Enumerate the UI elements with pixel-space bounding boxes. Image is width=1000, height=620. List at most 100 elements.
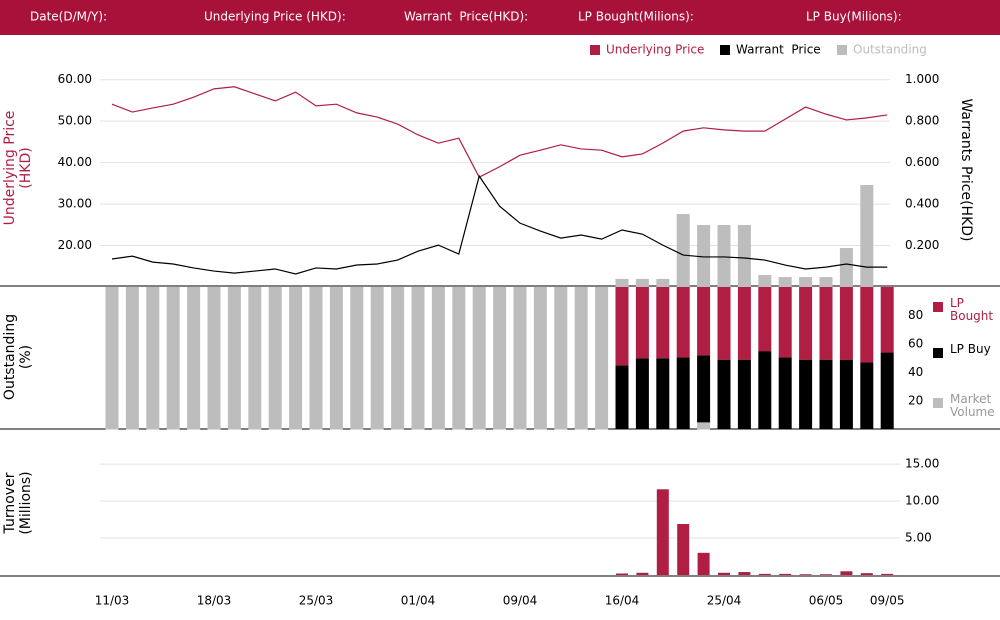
stack-segment — [737, 287, 751, 360]
outstanding-bar — [758, 274, 772, 287]
legend-swatch — [837, 45, 847, 55]
x-tick-label: 06/05 — [809, 594, 844, 608]
x-tick-label: 11/03 — [95, 594, 130, 608]
outstanding-bar — [717, 225, 731, 287]
stack-segment — [350, 287, 364, 430]
stack-segment — [493, 287, 507, 430]
y-tick-label: 40 — [908, 365, 923, 379]
stack-segment — [839, 287, 853, 360]
stack-segment — [697, 355, 711, 423]
legend-swatch — [933, 302, 943, 312]
legend-swatch — [933, 398, 943, 408]
header-field: Warrant Price(HKD): — [404, 10, 528, 24]
y2-tick-label: 0.800 — [905, 114, 939, 128]
outstanding-bar — [697, 225, 711, 287]
bar — [616, 573, 628, 575]
stack-segment — [207, 287, 221, 430]
y-tick-label: 20 — [908, 394, 923, 408]
stack-segment — [819, 287, 833, 360]
legend-label: LP Bought — [950, 296, 994, 323]
y-tick-label: 15.00 — [905, 457, 939, 471]
stack-segment — [839, 359, 853, 430]
stack-segment — [656, 358, 670, 430]
y-tick-label: 20.00 — [58, 238, 92, 252]
outstanding-bar — [615, 278, 629, 287]
stack-segment — [758, 287, 772, 352]
bar — [718, 572, 730, 575]
header-field: LP Bought(Milions): — [578, 10, 694, 24]
stack-segment — [187, 287, 201, 430]
y-tick-label: 50.00 — [58, 114, 92, 128]
stack-segment — [799, 359, 813, 430]
outstanding-bar — [819, 277, 833, 287]
stack-segment — [105, 287, 119, 430]
stack-segment — [309, 287, 323, 430]
stack-segment — [758, 351, 772, 430]
outstanding-bar — [799, 277, 813, 287]
stack-segment — [697, 287, 711, 356]
stack-segment — [717, 287, 731, 360]
stack-segment — [819, 359, 833, 430]
y2-tick-label: 0.400 — [905, 197, 939, 211]
stack-segment — [635, 287, 649, 359]
x-tick-label: 09/04 — [503, 594, 538, 608]
outstanding-bar — [656, 278, 670, 287]
y-tick-label: 60 — [908, 337, 923, 351]
bar — [738, 572, 751, 575]
stack-segment — [880, 352, 894, 430]
y-tick-label: 10.00 — [905, 494, 939, 508]
header-field: Underlying Price (HKD): — [204, 10, 346, 24]
y2-tick-label: 1.000 — [905, 72, 939, 86]
legend-label: Warrant Price — [736, 43, 821, 57]
series-line — [111, 86, 888, 178]
outstanding-bar — [839, 248, 853, 287]
stack-segment — [799, 287, 813, 360]
y-axis-title: Outstanding (%) — [2, 313, 34, 401]
stack-segment — [615, 287, 629, 366]
stack-segment — [697, 422, 711, 430]
stack-segment — [431, 287, 445, 430]
stack-segment — [248, 287, 262, 430]
stack-segment — [554, 287, 568, 430]
stack-segment — [125, 287, 139, 430]
bar — [779, 573, 792, 575]
x-tick-label: 16/04 — [605, 594, 640, 608]
y2-tick-label: 0.200 — [905, 238, 939, 252]
bar — [799, 574, 812, 575]
stack-segment — [574, 287, 588, 430]
stack-segment — [533, 287, 547, 430]
header-field: LP Buy(Milions): — [806, 10, 902, 24]
outstanding-bar — [860, 185, 874, 287]
stack-segment — [329, 287, 343, 430]
legend-swatch — [933, 348, 943, 358]
outstanding-bar — [676, 214, 690, 287]
stack-segment — [635, 358, 649, 430]
stack-segment — [146, 287, 160, 430]
outstanding-bar — [778, 277, 792, 287]
y-tick-label: 80 — [908, 308, 923, 322]
bar — [860, 573, 873, 575]
x-tick-label: 09/05 — [870, 594, 905, 608]
x-tick-label: 18/03 — [197, 594, 232, 608]
bar — [677, 524, 690, 575]
stack-segment — [411, 287, 425, 430]
stack-segment — [452, 287, 466, 430]
series-line — [111, 174, 888, 275]
y2-axis-title: Warrants Price(HKD) — [958, 98, 974, 242]
stack-segment — [656, 287, 670, 359]
stack-segment — [676, 357, 690, 430]
bar — [881, 573, 894, 575]
legend-label: LP Buy — [950, 342, 991, 356]
stack-segment — [166, 287, 180, 430]
bar — [758, 573, 771, 575]
stack-segment — [778, 357, 792, 430]
legend-swatch — [720, 45, 730, 55]
stack-segment — [289, 287, 303, 430]
outstanding-bar — [737, 225, 751, 287]
stack-segment — [860, 287, 874, 363]
header-field: Date(D/M/Y): — [30, 10, 107, 24]
stack-segment — [676, 287, 690, 358]
bar — [820, 574, 832, 575]
stack-segment — [268, 287, 282, 430]
